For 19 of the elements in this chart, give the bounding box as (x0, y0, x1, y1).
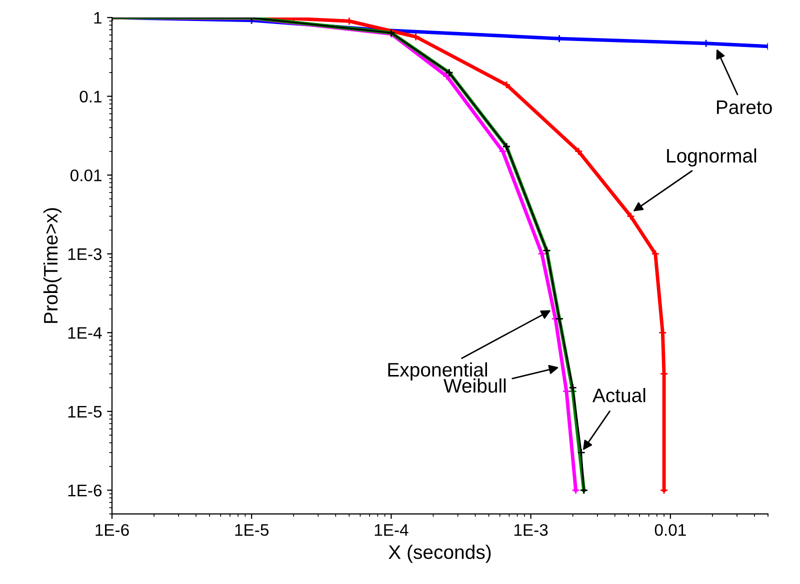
x-tick-label: 0.01 (654, 524, 686, 536)
x-tick-label: 1E-3 (514, 524, 548, 536)
y-tick-label: 1E-4 (68, 327, 102, 339)
annotation: Weibull (444, 378, 506, 393)
x-axis-title: X (seconds) (388, 544, 491, 563)
y-tick-label: 1E-3 (68, 248, 102, 260)
y-tick-label: 0.01 (70, 169, 102, 182)
x-tick-label: 1E-6 (96, 524, 129, 536)
x-tick-label: 1E-5 (235, 524, 269, 536)
y-tick-label: 1E-5 (68, 406, 102, 418)
y-axis-title: Prob(Time>x) (43, 208, 62, 323)
annotation: Lognormal (667, 148, 756, 167)
y-tick-label: 1 (94, 12, 102, 24)
annotation: Actual (592, 388, 646, 402)
annotation: Exponential (388, 362, 487, 380)
y-tick-label: 1E-6 (68, 484, 102, 496)
x-tick-label: 1E-4 (374, 524, 408, 536)
y-tick-label: 0.1 (80, 90, 102, 103)
annotation: Pareto (717, 100, 772, 114)
